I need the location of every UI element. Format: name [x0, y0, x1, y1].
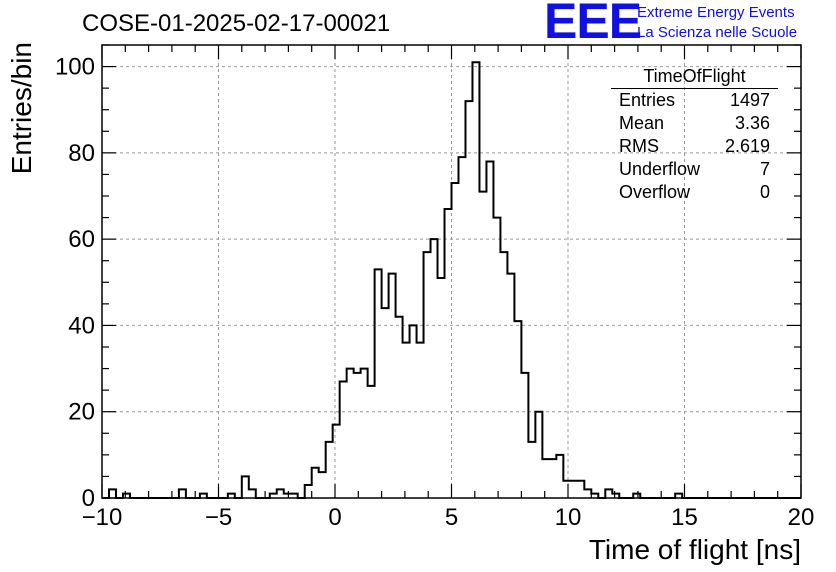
stats-row-entries: Entries 1497	[611, 89, 778, 112]
stats-label: Underflow	[619, 159, 701, 179]
stats-row-overflow: Overflow 0	[611, 181, 778, 204]
y-tick-label: 100	[55, 54, 95, 81]
logo-line-1: Extreme Energy Events	[637, 4, 795, 21]
axis-ticks	[101, 44, 802, 499]
stats-value: 0	[759, 182, 770, 202]
x-tick-label: −10	[82, 504, 123, 531]
y-tick-label: 80	[68, 140, 95, 167]
x-tick-label: 10	[555, 504, 582, 531]
stats-value: 2.619	[724, 136, 770, 156]
y-tick-label: 20	[68, 399, 95, 426]
y-tick-label: 60	[68, 226, 95, 253]
x-axis-label: Time of flight [ns]	[589, 534, 801, 565]
stats-label: RMS	[619, 136, 659, 156]
x-tick-label: 5	[445, 504, 458, 531]
stats-box: TimeOfFlight Entries 1497 Mean 3.36 RMS …	[611, 66, 778, 204]
grid-lines	[102, 45, 801, 498]
x-tick-label: 0	[328, 504, 341, 531]
y-tick-label: 0	[82, 485, 95, 512]
stats-label: Overflow	[619, 182, 691, 202]
stats-row-underflow: Underflow 7	[611, 158, 778, 181]
stats-label: Mean	[619, 113, 665, 133]
stats-value: 1497	[729, 90, 770, 110]
chart-title: COSE-01-2025-02-17-00021	[82, 10, 391, 37]
x-tick-label: 15	[671, 504, 698, 531]
y-tick-label: 40	[68, 312, 95, 339]
x-tick-label: 20	[788, 504, 815, 531]
stats-row-rms: RMS 2.619	[611, 135, 778, 158]
y-axis-label: Entries/bin	[6, 42, 37, 174]
stats-label: Entries	[619, 90, 676, 110]
stats-value: 7	[759, 159, 770, 179]
histogram-series	[102, 61, 801, 499]
stats-title: TimeOfFlight	[611, 66, 778, 89]
tick-labels: −10 −5 0 5 10 15 20 0 20 40 60 80 100	[55, 54, 814, 531]
stats-value: 3.36	[734, 113, 770, 133]
logo-line-2: La Scienza nelle Scuole	[637, 24, 798, 41]
stats-row-mean: Mean 3.36	[611, 112, 778, 135]
plot-frame	[101, 44, 802, 499]
x-tick-label: −5	[205, 504, 232, 531]
logo-mark: EEE	[544, 0, 642, 49]
